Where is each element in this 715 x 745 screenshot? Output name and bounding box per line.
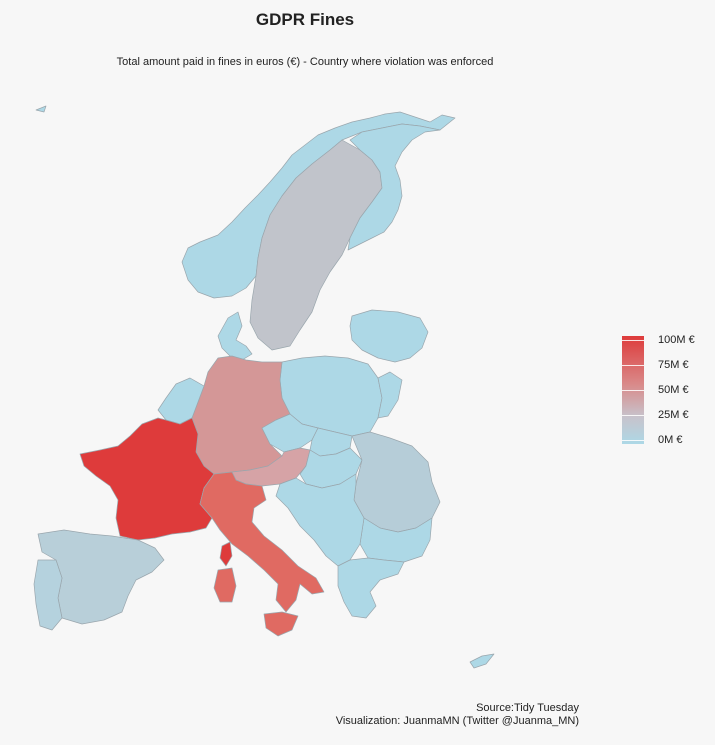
legend-tick — [622, 440, 644, 441]
country-sicily — [263, 611, 299, 637]
country-greece — [337, 557, 405, 619]
country-portugal — [33, 559, 63, 631]
country-italy — [199, 471, 325, 613]
legend-tick — [622, 365, 644, 366]
map-title: GDPR Fines — [255, 10, 355, 29]
country-corsica — [219, 541, 233, 567]
legend-tick — [622, 340, 644, 341]
caption: Source:Tidy Tuesday Visualization: Juanm… — [336, 702, 579, 728]
legend-label: 100M € — [658, 334, 695, 346]
legend-tick — [622, 390, 644, 391]
map-subtitle: Total amount paid in fines in euros (€) … — [116, 56, 494, 68]
legend-label: 50M € — [658, 384, 689, 396]
country-germany — [191, 355, 291, 475]
country-ukraine-edge — [377, 371, 403, 419]
country-france — [79, 417, 215, 541]
caption-credit: Visualization: JuanmaMN (Twitter @Juanma… — [335, 715, 579, 727]
country-balkans — [275, 473, 365, 567]
country-romania — [351, 431, 441, 533]
country-cyprus — [469, 653, 495, 669]
country-bulgaria — [359, 517, 433, 563]
country-baltics — [349, 309, 429, 363]
legend-label: 75M € — [658, 359, 689, 371]
legend-label: 25M € — [658, 409, 689, 421]
caption-source: Source:Tidy Tuesday — [476, 702, 579, 714]
country-sardinia — [213, 567, 237, 603]
country-finland — [347, 123, 441, 251]
country-denmark — [217, 311, 253, 361]
legend-tick — [622, 415, 644, 416]
island-fragment — [35, 105, 47, 113]
color-legend: 100M € 75M € 50M € 25M € 0M € — [622, 334, 712, 446]
legend-label: 0M € — [658, 434, 683, 446]
